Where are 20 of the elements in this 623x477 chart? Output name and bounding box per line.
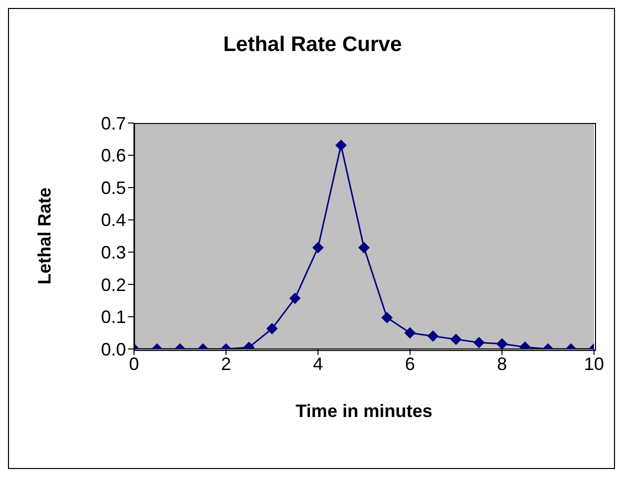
point [312, 242, 324, 254]
x-axis-title: Time in minutes [296, 401, 432, 421]
x-tick-label: 6 [404, 354, 416, 374]
point [358, 242, 370, 254]
y-tick-label: 0.6 [100, 146, 126, 166]
y-tick-label: 0.7 [100, 113, 126, 134]
point [290, 292, 300, 304]
y-axis-title: Lethal Rate [34, 187, 54, 285]
x-tick-label: 2 [220, 354, 232, 374]
chart-title: Lethal Rate Curve [222, 33, 403, 57]
x-tick-label: 10 [584, 354, 604, 374]
y-tick-label: 0.0 [100, 339, 126, 360]
y-tick-label: 0.2 [100, 274, 126, 295]
x-tick-label: 0 [128, 354, 140, 374]
x-tick-label: 8 [496, 354, 508, 374]
y-tick-label: 0.1 [100, 307, 126, 328]
x-tick-label: 4 [312, 354, 324, 374]
y-tick-label: 0.4 [100, 210, 126, 230]
y-tick-label: 0.3 [100, 242, 126, 263]
y-tick-label: 0.5 [100, 178, 126, 198]
